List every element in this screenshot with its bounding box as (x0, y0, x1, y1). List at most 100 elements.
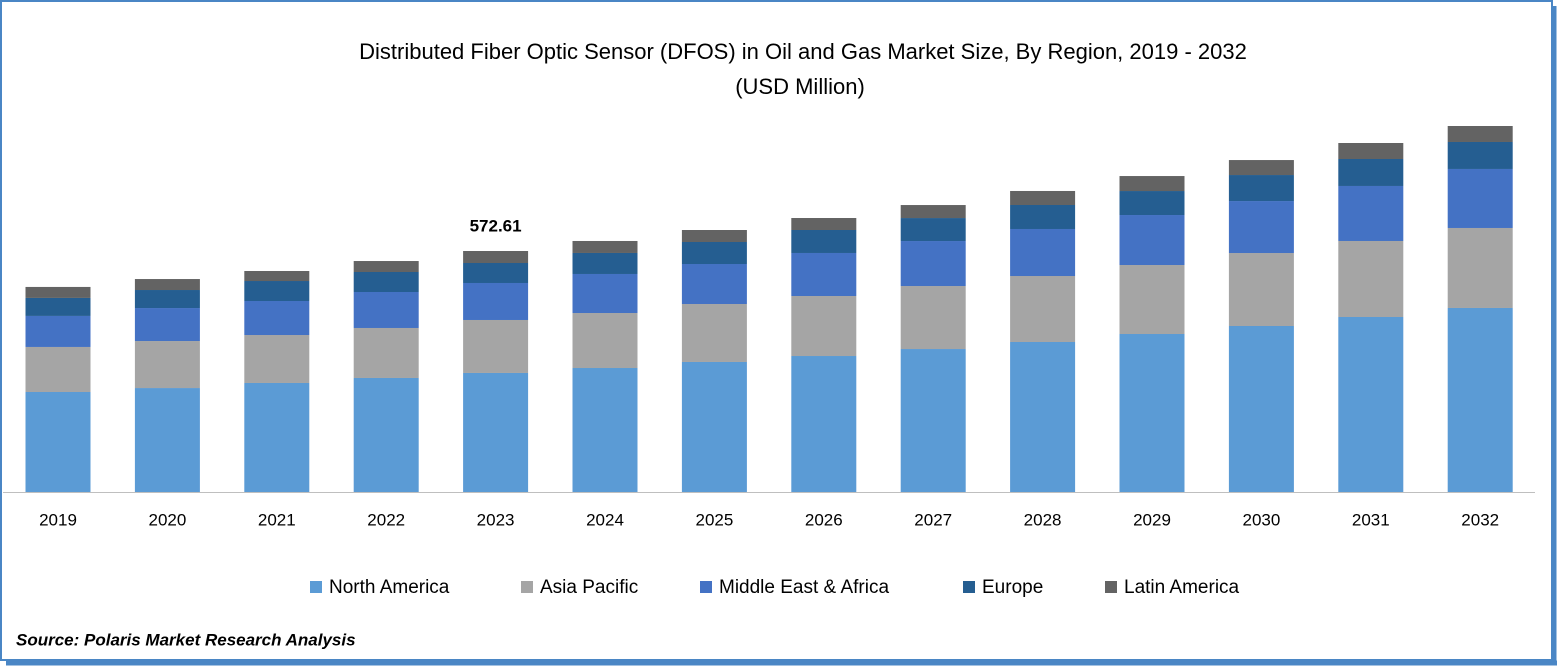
bar-segment (353, 377, 419, 492)
x-tick-label: 2029 (1133, 510, 1171, 529)
bar-segment (1119, 334, 1185, 492)
x-tick-label: 2031 (1352, 510, 1390, 529)
bar-segment (1447, 141, 1513, 169)
x-tick-label: 2030 (1242, 510, 1280, 529)
bar-segment (791, 295, 857, 357)
bar-segment (134, 308, 200, 342)
x-tick-label: 2021 (258, 510, 296, 529)
chart-title: Distributed Fiber Optic Sensor (DFOS) in… (359, 39, 1247, 64)
bar-segment (1447, 168, 1513, 228)
bar-segment (1338, 143, 1404, 159)
bar-segment (1447, 307, 1513, 492)
bar-segment (353, 327, 419, 378)
bar-segment (244, 382, 310, 492)
bar-segment (572, 273, 638, 313)
bar-segment (572, 240, 638, 253)
x-tick-label: 2024 (586, 510, 624, 529)
bar-segment (25, 297, 91, 316)
bar-segment (1010, 341, 1076, 492)
bar-segment (572, 312, 638, 369)
legend-label: Latin America (1124, 577, 1240, 598)
bar-segment (134, 279, 200, 291)
bar-segment (353, 291, 419, 328)
legend-label: North America (329, 577, 450, 598)
x-tick-label: 2032 (1461, 510, 1499, 529)
bar-segment (1010, 276, 1076, 342)
bar-segment (791, 230, 857, 253)
x-tick-label: 2027 (914, 510, 952, 529)
x-tick-label: 2020 (148, 510, 186, 529)
bar-segment (25, 315, 91, 347)
bar-segment (1119, 176, 1185, 192)
legend-swatch (700, 581, 712, 593)
bar-segment (1119, 191, 1185, 216)
bar-segment (572, 368, 638, 492)
bar-segment (1010, 190, 1076, 205)
bar-segment (1228, 201, 1294, 254)
bar-segment (681, 241, 747, 265)
bar-segment (1338, 240, 1404, 317)
bar-segment (900, 286, 966, 350)
legend-label: Europe (982, 577, 1043, 598)
legend-swatch (1105, 581, 1117, 593)
legend-swatch (310, 581, 322, 593)
bar-segment (1228, 175, 1294, 202)
total-label: 572.61 (470, 216, 522, 235)
bar-segment (791, 252, 857, 296)
x-tick-label: 2025 (695, 510, 733, 529)
bar-segment (1010, 228, 1076, 277)
bar-segment (1447, 227, 1513, 308)
bar-segment (353, 272, 419, 292)
bar-segment (244, 281, 310, 302)
bar-segment (900, 218, 966, 242)
bar-segment (134, 388, 200, 492)
bar-segment (572, 252, 638, 274)
bar-segment (900, 349, 966, 492)
bar-segment (791, 356, 857, 492)
bar-segment (1119, 265, 1185, 335)
bar-segment (134, 341, 200, 389)
x-tick-label: 2026 (805, 510, 843, 529)
x-tick-label: 2028 (1024, 510, 1062, 529)
legend-label: Middle East & Africa (719, 577, 889, 598)
legend-label: Asia Pacific (540, 577, 638, 598)
source: Source: Polaris Market Research Analysis (16, 630, 356, 649)
bar-segment (1228, 326, 1294, 492)
x-tick-label: 2023 (477, 510, 515, 529)
bar-segment (244, 301, 310, 336)
bar-segment (1119, 215, 1185, 266)
bar-segment (681, 361, 747, 492)
bar-segment (134, 290, 200, 309)
bar-segment (1338, 316, 1404, 492)
legend-swatch (521, 581, 533, 593)
bar-segment (900, 205, 966, 219)
bar-segment (244, 335, 310, 383)
bar-segment (1338, 158, 1404, 186)
bar-segment (900, 241, 966, 287)
bar-segment (25, 391, 91, 492)
bar-segment (463, 251, 529, 263)
bar-segment (463, 282, 529, 320)
x-tick-label: 2022 (367, 510, 405, 529)
x-tick-label: 2019 (39, 510, 77, 529)
bar-segment (463, 262, 529, 283)
chart-subtitle: (USD Million) (735, 74, 865, 99)
bar-segment (463, 372, 529, 492)
bar-segment (681, 230, 747, 242)
bar-segment (1228, 253, 1294, 327)
bar-segment (1447, 126, 1513, 142)
bar-segment (681, 264, 747, 304)
bar-segment (1338, 185, 1404, 241)
bar-segment (25, 346, 91, 392)
bar-segment (25, 286, 91, 298)
bar-segment (353, 261, 419, 273)
legend-swatch (963, 581, 975, 593)
bar-segment (1228, 160, 1294, 176)
bar-segment (244, 270, 310, 282)
bar-segment (463, 319, 529, 373)
bar-segment (791, 218, 857, 231)
bar-segment (681, 303, 747, 362)
